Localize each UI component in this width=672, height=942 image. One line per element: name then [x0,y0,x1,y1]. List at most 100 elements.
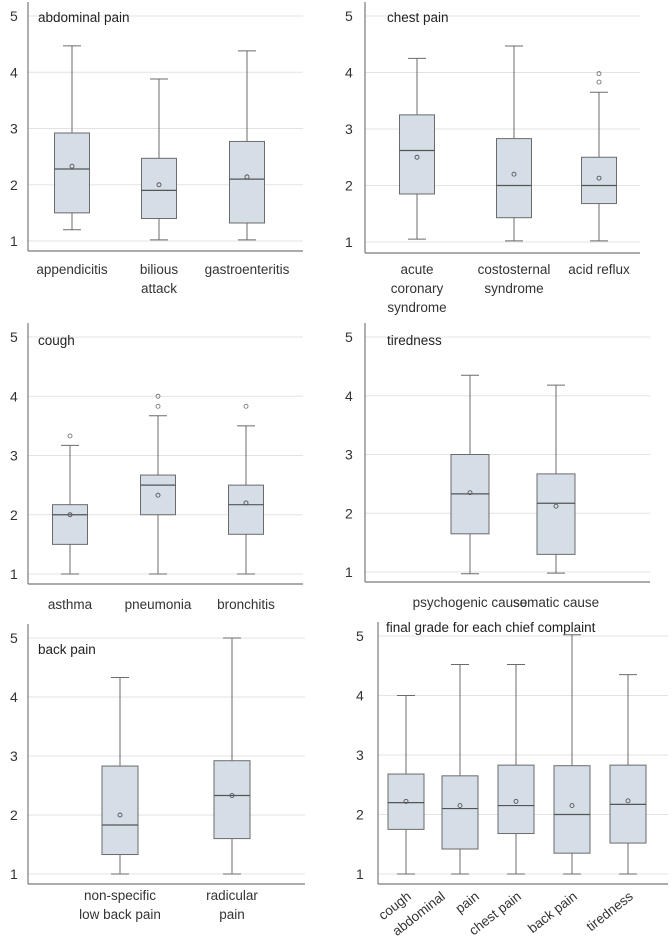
y-tick-label: 5 [10,329,18,345]
iqr-box [399,114,435,195]
iqr-box [441,775,479,850]
x-tick-label: pain [452,889,481,917]
mean-marker [69,163,75,169]
outlier-point [67,433,73,439]
iqr-box [54,132,90,214]
iqr-box [553,765,591,854]
y-tick-label: 4 [10,689,18,705]
y-tick-label: 1 [10,866,18,882]
x-tick-label: gastroenteritis [205,262,290,277]
x-tick-label: costosternal [478,262,551,277]
panel-back-pain: 1 2 3 4 5 back pain non-specific low back pain r… [10,624,305,922]
chart-title: abdominal pain [38,10,130,25]
box-gastroenteritis: gastroenteritis [205,50,290,277]
x-tick-label: coronary [391,281,444,296]
x-tick-label: pneumonia [125,597,192,612]
x-tick-label: tiredness [583,888,636,934]
y-tick-label: 3 [10,448,18,464]
x-tick-label: attack [141,281,177,296]
mean-marker [229,793,235,798]
outlier-point [155,403,161,409]
x-tick-label: back pain [525,889,580,936]
box-non-specific-low-back-pain: non-specific low back pain [79,677,161,922]
mean-marker [467,490,473,496]
x-tick-label: acute [400,262,433,277]
outlier-point [155,393,161,399]
box-costosternal-syndrome: costosternal syndrome [478,45,551,296]
x-tick-label: non-specific [84,888,156,903]
mean-marker [67,512,73,518]
y-tick-label: 5 [345,8,353,24]
box-bronchitis: bronchitis [217,403,275,612]
x-tick-label: bilious [140,262,179,277]
y-tick-label: 1 [10,233,18,249]
y-tick-label: 2 [345,178,353,194]
chart-title: back pain [38,642,96,657]
x-tick-label: psychogenic cause [413,595,528,610]
box-tiredness: tiredness [583,674,647,934]
chart-title: chest pain [387,10,449,25]
y-tick-label: 2 [10,807,18,823]
x-tick-label: appendicitis [36,262,108,277]
chart-title: tiredness [387,333,442,348]
y-tick-label: 1 [356,866,364,882]
mean-marker [155,492,161,498]
x-tick-label: bronchitis [217,597,275,612]
outlier-point [596,79,602,85]
box-bilious-attack: bilious attack [140,78,179,296]
chart-title: cough [38,333,75,348]
mean-marker [457,803,463,809]
y-tick-label: 3 [345,447,353,463]
iqr-box [140,474,176,516]
y-tick-label: 4 [356,688,364,704]
mean-marker [596,175,602,181]
panel-final-grade-for-each-chief-complaint: 1 2 3 4 5 final grade for each chief complain… [356,620,668,939]
x-tick-label: low back pain [79,907,161,922]
y-tick-label: 1 [345,234,353,250]
iqr-box [536,473,576,555]
iqr-box [228,484,264,535]
box-radicular-pain: radicular pain [206,637,258,922]
x-tick-label: syndrome [484,281,543,296]
y-tick-label: 5 [10,8,18,24]
iqr-box [229,140,265,224]
chart-title: final grade for each chief complaint [386,620,596,635]
outlier-point [243,403,249,409]
mean-marker [625,798,631,804]
mean-marker [553,503,559,509]
y-tick-label: 1 [345,564,353,580]
iqr-box [496,138,532,219]
x-tick-label: syndrome [387,300,446,315]
mean-marker [569,803,575,809]
y-tick-label: 3 [10,121,18,137]
mean-marker [244,174,250,180]
y-tick-label: 2 [356,807,364,823]
panel-abdominal-pain: 1 2 3 4 5 abdominal pain appendicitis bilious at… [10,2,303,296]
box-somatic-cause: somatic cause [513,384,599,610]
x-tick-label: somatic cause [513,595,599,610]
mean-marker [117,812,123,818]
box-asthma: asthma [48,433,93,612]
panel-cough: 1 2 3 4 5 cough asthma pneumonia bronchitis [10,323,303,612]
box-back-pain: back pain [525,634,591,936]
y-tick-label: 1 [10,566,18,582]
iqr-box [387,773,425,830]
y-tick-label: 4 [10,388,18,404]
x-tick-label: pain [219,907,245,922]
x-tick-label: radicular [206,888,258,903]
y-tick-label: 4 [10,64,18,80]
box-cough: cough [376,695,425,923]
box-acute-coronary-syndrome: acute coronary syndrome [387,57,447,315]
x-tick-label: acid reflux [568,262,630,277]
mean-marker [511,171,517,177]
y-tick-label: 3 [10,748,18,764]
iqr-box [101,765,139,856]
box-pneumonia: pneumonia [125,393,192,612]
y-tick-label: 2 [345,505,353,521]
mean-marker [513,798,519,804]
y-tick-label: 5 [10,630,18,646]
y-tick-label: 4 [345,65,353,81]
